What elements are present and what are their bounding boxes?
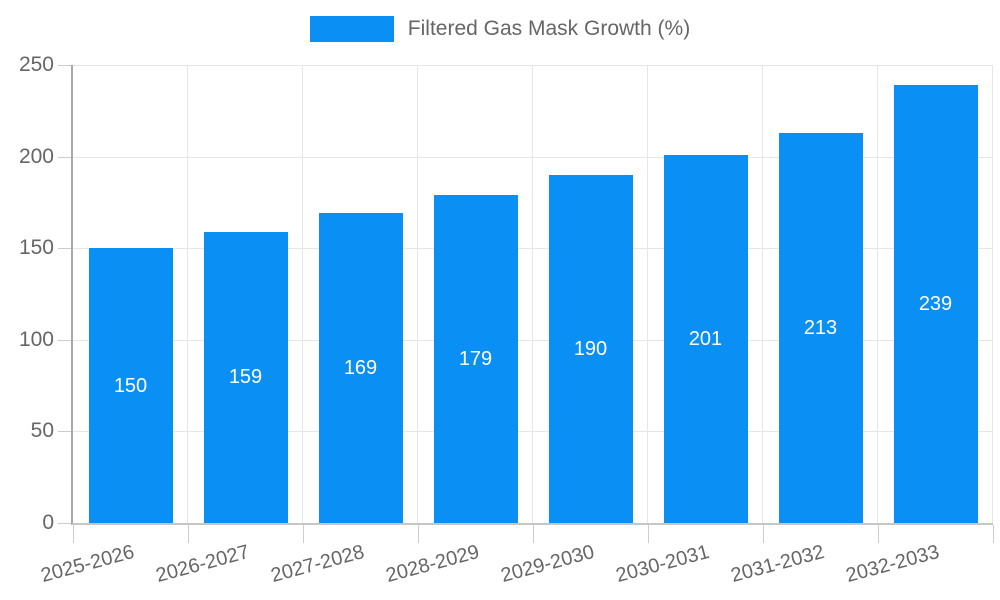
y-tick [58, 523, 71, 524]
h-gridline [73, 156, 993, 158]
x-tick [417, 525, 419, 543]
bar[interactable]: 169 [318, 213, 403, 523]
v-gridline [417, 65, 418, 523]
bar[interactable]: 150 [88, 248, 173, 523]
legend-swatch [309, 16, 394, 42]
x-tick [72, 525, 74, 543]
v-gridline [302, 65, 303, 523]
v-gridline [532, 65, 533, 523]
x-tick-label: 2030-2031 [613, 541, 712, 588]
h-gridline [73, 431, 993, 433]
y-tick [58, 431, 71, 433]
y-tick [58, 156, 71, 158]
bar-value-label: 179 [458, 348, 493, 371]
x-tick-label: 2028-2029 [383, 541, 482, 588]
bar-value-label: 213 [803, 316, 838, 339]
bar[interactable]: 213 [778, 132, 863, 523]
x-tick [877, 525, 879, 543]
v-gridline [187, 65, 188, 523]
x-tick [992, 525, 994, 543]
bar[interactable]: 190 [548, 174, 633, 523]
bar-value-label: 169 [343, 357, 378, 380]
x-tick-label: 2031-2032 [728, 541, 827, 588]
x-tick [302, 525, 304, 543]
bar-value-label: 201 [688, 327, 723, 350]
legend[interactable]: Filtered Gas Mask Growth (%) [0, 16, 1000, 42]
x-tick [647, 525, 649, 543]
x-tick-label: 2027-2028 [268, 541, 367, 588]
y-tick-label: 100 [18, 327, 54, 351]
x-tick [532, 525, 534, 543]
y-tick-label: 150 [18, 236, 54, 260]
bar-value-label: 239 [918, 293, 953, 316]
bar-value-label: 150 [113, 374, 148, 397]
bar[interactable]: 239 [893, 85, 978, 523]
h-gridline [73, 339, 993, 341]
plot-area: 150 159 169 179 190 201 213 239 [71, 65, 993, 525]
bar-value-label: 190 [573, 337, 608, 360]
bar[interactable]: 179 [433, 195, 518, 523]
y-tick [58, 339, 71, 341]
x-tick [762, 525, 764, 543]
y-tick-label: 250 [18, 53, 54, 76]
v-gridline [647, 65, 648, 523]
x-tick-label: 2029-2030 [498, 541, 597, 588]
h-gridline [73, 248, 993, 250]
v-gridline [762, 65, 763, 523]
y-tick-label: 50 [30, 419, 54, 443]
bar-value-label: 159 [228, 366, 263, 389]
y-tick [58, 248, 71, 250]
x-tick-label: 2026-2027 [153, 541, 252, 588]
legend-label: Filtered Gas Mask Growth (%) [407, 17, 691, 40]
y-tick [58, 65, 71, 66]
v-gridline [992, 65, 993, 523]
bar[interactable]: 159 [203, 231, 288, 523]
y-tick-label: 0 [42, 511, 54, 534]
bar[interactable]: 201 [663, 154, 748, 523]
x-tick-label: 2032-2033 [843, 541, 942, 588]
h-gridline [73, 65, 993, 66]
y-tick-label: 200 [18, 144, 54, 168]
v-gridline [877, 65, 878, 523]
x-tick [187, 525, 189, 543]
x-tick-label: 2025-2026 [38, 541, 137, 588]
